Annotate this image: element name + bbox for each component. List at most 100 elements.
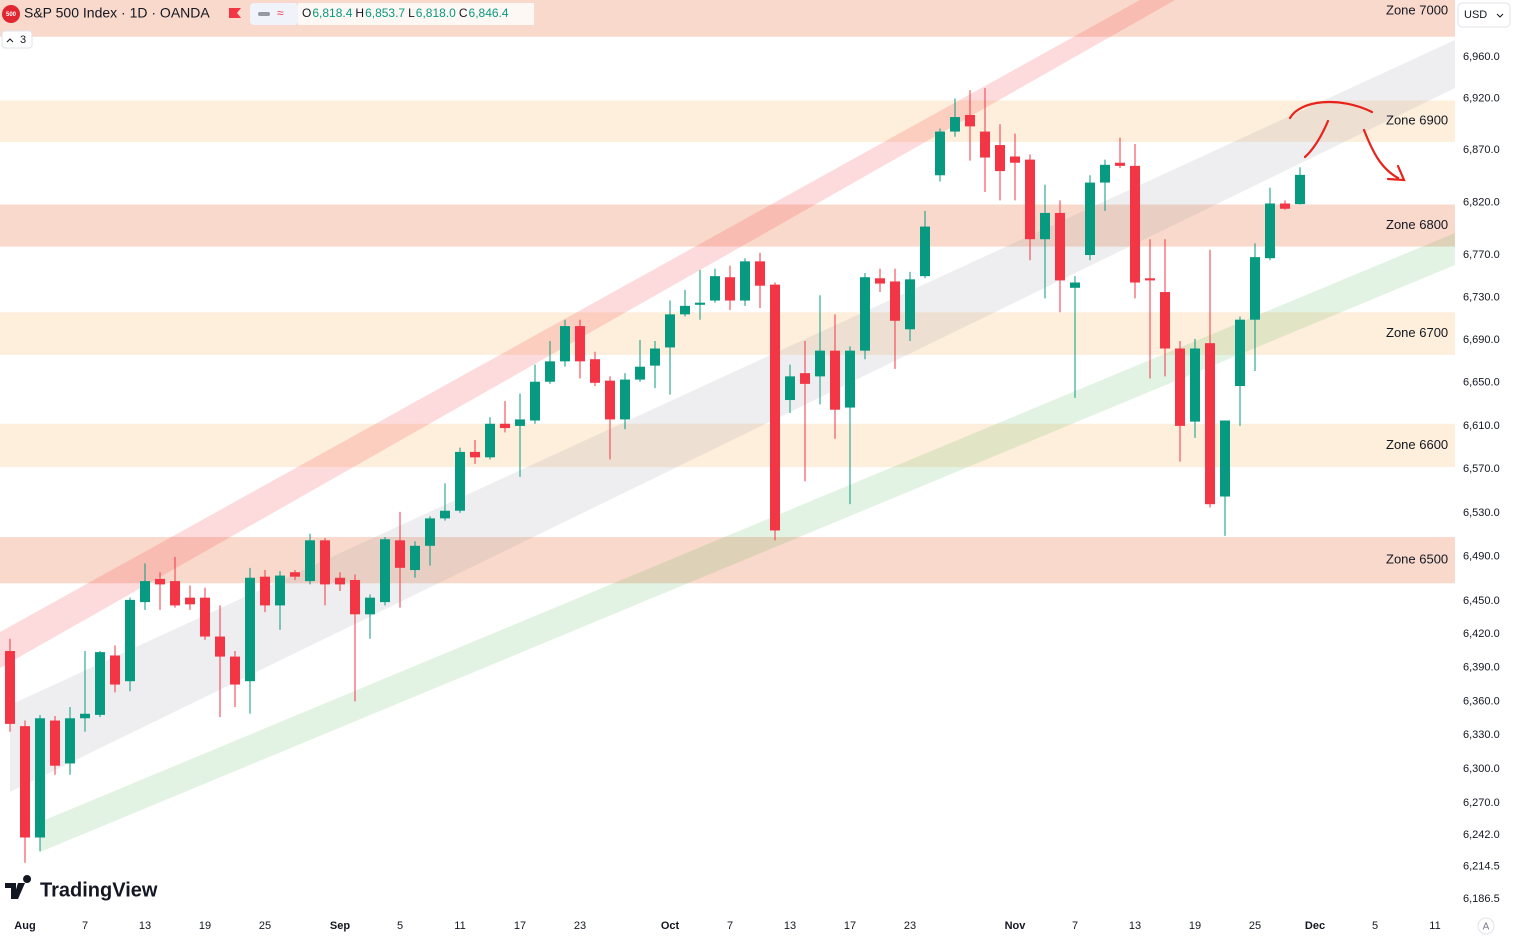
body	[50, 720, 60, 766]
body	[710, 276, 720, 301]
body	[755, 261, 765, 286]
body	[1280, 203, 1290, 209]
body	[1220, 420, 1230, 497]
ohlc-value: 6,818.0	[416, 6, 456, 20]
status-icon	[258, 12, 270, 16]
body	[200, 597, 210, 637]
body	[485, 423, 495, 458]
body	[1025, 159, 1035, 240]
candles	[5, 88, 1305, 863]
body	[185, 597, 195, 605]
body	[350, 579, 360, 615]
body	[815, 350, 825, 377]
x-tick-label: Aug	[14, 920, 35, 932]
body	[830, 350, 840, 410]
stroke	[1303, 119, 1330, 159]
y-tick-label: 6,450.0	[1463, 595, 1500, 607]
y-tick-label: 6,390.0	[1463, 662, 1500, 674]
y-tick-label: 6,490.0	[1463, 551, 1500, 563]
x-tick-label: 19	[199, 920, 211, 932]
logo-text: TradingView	[40, 879, 158, 901]
currency-button[interactable]	[1457, 2, 1511, 28]
body	[650, 348, 660, 366]
body	[1295, 174, 1305, 205]
body	[335, 577, 345, 585]
symbol-title[interactable]: S&P 500 Index · 1D · OANDA	[24, 5, 210, 21]
body	[515, 419, 525, 426]
body	[245, 577, 255, 682]
zone-label: Zone 6700	[1386, 325, 1448, 340]
ohlc-key: C	[459, 6, 468, 20]
x-tick-label: 23	[574, 920, 586, 932]
arrow	[1362, 128, 1400, 180]
y-tick-label: 6,820.0	[1463, 196, 1500, 208]
body	[305, 540, 315, 582]
body	[605, 380, 615, 420]
body	[1175, 348, 1185, 426]
body	[35, 718, 45, 838]
body	[1070, 282, 1080, 288]
x-tick-label: 17	[844, 920, 856, 932]
body	[80, 713, 90, 719]
y-tick-label: 6,420.0	[1463, 628, 1500, 640]
zone	[0, 537, 1455, 584]
x-tick-label: 7	[1072, 920, 1078, 932]
indicator-toggle[interactable]	[1, 30, 33, 49]
status-box	[250, 3, 298, 25]
body	[1010, 156, 1020, 163]
scale-mode-button[interactable]	[1477, 917, 1495, 935]
body	[800, 373, 810, 384]
zone	[0, 0, 1455, 37]
forecast-drawing	[1288, 100, 1406, 182]
body	[1055, 212, 1065, 281]
ohlc-key: L	[408, 6, 415, 20]
x-tick-label: Oct	[661, 920, 680, 932]
body	[1085, 182, 1095, 256]
x-tick-label: Sep	[330, 920, 350, 932]
body	[65, 718, 75, 764]
body	[5, 651, 15, 724]
body	[995, 145, 1005, 172]
x-tick-label: Dec	[1305, 920, 1325, 932]
body	[590, 359, 600, 383]
body	[440, 510, 450, 519]
zone	[0, 100, 1455, 142]
body	[1205, 343, 1215, 505]
body	[170, 581, 180, 606]
zone-label: Zone 6800	[1386, 217, 1448, 232]
x-tick-label: 5	[1372, 920, 1378, 932]
ohlc-value: 6,818.4	[312, 6, 352, 20]
x-tick-label: 13	[784, 920, 796, 932]
body	[1130, 165, 1140, 283]
flag[interactable]	[229, 8, 241, 18]
x-tick-label: 11	[454, 920, 465, 932]
body	[125, 599, 135, 682]
body	[845, 350, 855, 408]
zones	[0, 0, 1455, 584]
zone-label: Zone 6900	[1386, 113, 1448, 128]
body	[980, 131, 990, 158]
body	[725, 277, 735, 301]
zone-label: Zone 6600	[1386, 437, 1448, 452]
x-tick-label: 19	[1189, 920, 1201, 932]
x-tick-label: 13	[139, 920, 151, 932]
body	[920, 226, 930, 277]
x-tick-label: 7	[727, 920, 733, 932]
y-tick-label: 6,690.0	[1463, 334, 1500, 346]
y-tick-label: 6,570.0	[1463, 463, 1500, 475]
body	[1100, 164, 1110, 183]
arc	[1288, 100, 1374, 120]
y-tick-label: 6,730.0	[1463, 291, 1500, 303]
y-tick-label: 6,214.5	[1463, 861, 1500, 873]
status-icon: ≈	[277, 6, 284, 20]
chevron	[6, 38, 14, 43]
y-tick-label: 6,530.0	[1463, 507, 1500, 519]
chevron	[1496, 13, 1504, 18]
x-tick-label: 25	[259, 920, 271, 932]
x-tick-label: 7	[82, 920, 88, 932]
body	[695, 302, 705, 305]
scale-mode: A	[1483, 922, 1490, 933]
arrow-head	[1386, 164, 1406, 182]
body	[950, 117, 960, 132]
